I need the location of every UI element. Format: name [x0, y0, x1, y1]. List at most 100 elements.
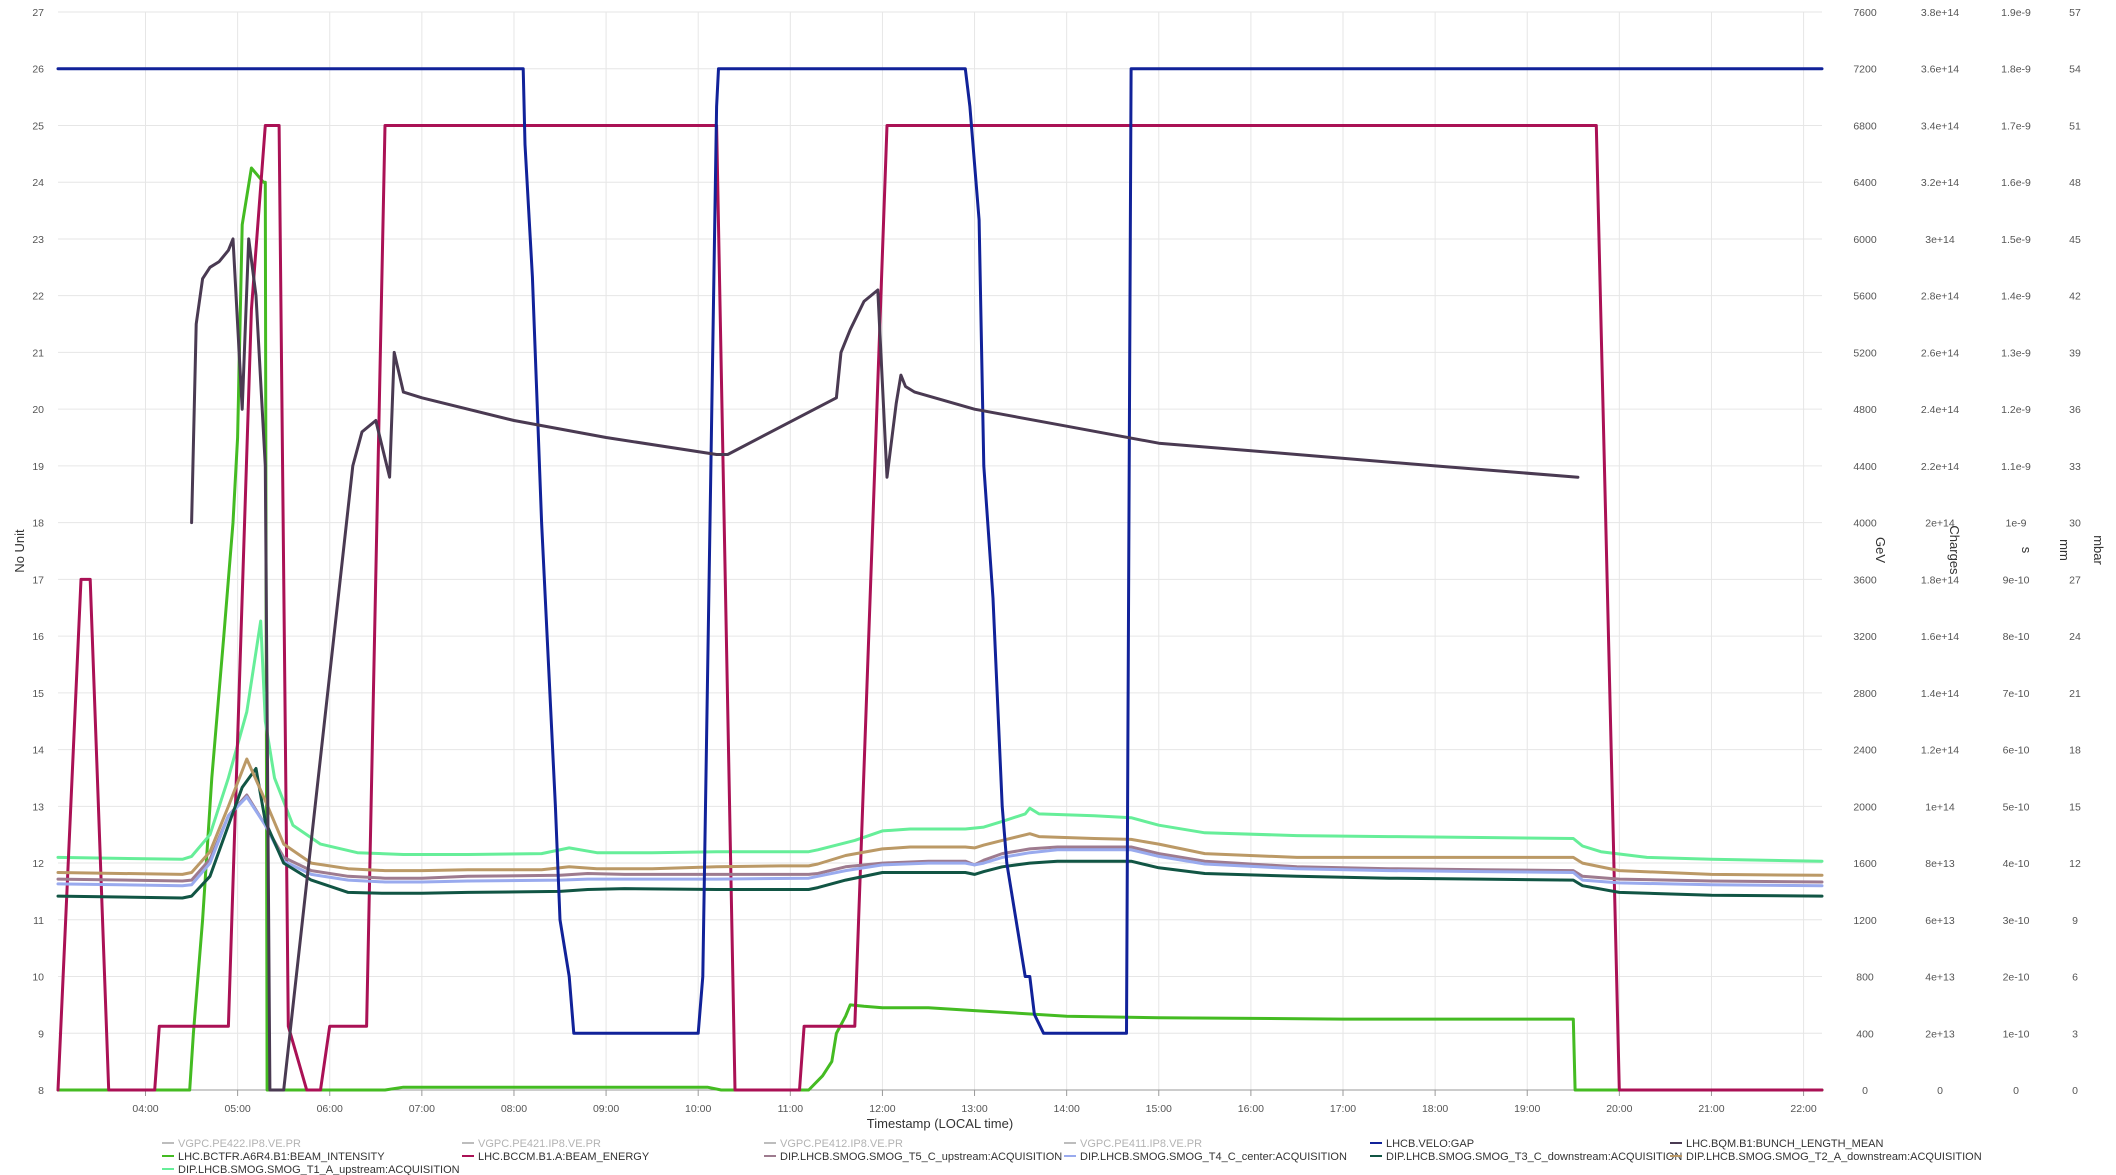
y-tick-label-left: 27	[32, 7, 44, 19]
y-tick-label-s: 1.1e-9	[2001, 461, 2031, 473]
y-tick-label-s: 1e-9	[2005, 518, 2026, 530]
legend-entry: LHCB.VELO:GAP	[1386, 1138, 1474, 1150]
series-line	[56, 124, 1824, 1092]
x-tick-label: 17:00	[1330, 1103, 1356, 1115]
y-tick-label-gev: 2800	[1853, 688, 1877, 700]
y-tick-label-gev: 800	[1856, 972, 1874, 984]
y-tick-label-gev: 4400	[1853, 461, 1877, 473]
y-tick-label-mm: 36	[2069, 404, 2081, 416]
x-tick-label: 21:00	[1698, 1103, 1724, 1115]
legend-entry: VGPC.PE422.IP8.VE.PR	[178, 1138, 301, 1150]
series-line	[56, 757, 1824, 877]
y-tick-label-mm: 18	[2069, 745, 2081, 757]
y-tick-label-charges: 3.2e+14	[1921, 177, 1959, 189]
x-tick-label: 22:00	[1790, 1103, 1816, 1115]
x-tick-label: 10:00	[685, 1103, 711, 1115]
x-tick-label: 13:00	[961, 1103, 987, 1115]
y-tick-label-gev: 0	[1862, 1085, 1868, 1097]
y-tick-label-charges: 3.6e+14	[1921, 64, 1959, 76]
y-tick-label-s: 1e-10	[2003, 1028, 2030, 1040]
x-axis-title: Timestamp (LOCAL time)	[867, 1116, 1013, 1131]
y-tick-label-charges: 3.4e+14	[1921, 120, 1959, 132]
y-tick-label-gev: 1600	[1853, 858, 1877, 870]
y-tick-label-s: 5e-10	[2003, 801, 2030, 813]
y-tick-label-left: 12	[32, 858, 44, 870]
y-tick-label-mm: 33	[2069, 461, 2081, 473]
y-tick-label-gev: 1200	[1853, 915, 1877, 927]
y-tick-label-s: 7e-10	[2003, 688, 2030, 700]
y-tick-label-mm: 6	[2072, 972, 2078, 984]
y-tick-label-left: 9	[38, 1028, 44, 1040]
legend: VGPC.PE422.IP8.VE.PR VGPC.PE421.IP8.VE.PR…	[162, 1138, 1982, 1175]
y-tick-label-s: 1.9e-9	[2001, 7, 2031, 19]
y-tick-label-mm: 39	[2069, 347, 2081, 359]
y-tick-label-charges: 1.2e+14	[1921, 745, 1959, 757]
y-tick-label-left: 26	[32, 64, 44, 76]
legend-entry: DIP.LHCB.SMOG.SMOG_T1_A_upstream:ACQUISI…	[178, 1164, 460, 1175]
y-tick-label-s: 9e-10	[2003, 574, 2030, 586]
y-tick-label-mm: 0	[2072, 1085, 2078, 1097]
y-axis-title-mm: mm	[2057, 539, 2072, 561]
y-tick-label-charges: 2e+13	[1925, 1028, 1955, 1040]
y-tick-label-mm: 21	[2069, 688, 2081, 700]
y-tick-label-gev: 6800	[1853, 120, 1877, 132]
y-tick-label-charges: 1.4e+14	[1921, 688, 1959, 700]
y-tick-label-left: 16	[32, 631, 44, 643]
y-tick-label-gev: 4000	[1853, 518, 1877, 530]
y-tick-label-s: 1.5e-9	[2001, 234, 2031, 246]
y-tick-label-s: 1.4e-9	[2001, 291, 2031, 303]
y-tick-label-charges: 2.6e+14	[1921, 347, 1959, 359]
legend-entry: DIP.LHCB.SMOG.SMOG_T3_C_downstream:ACQUI…	[1386, 1151, 1682, 1163]
x-tick-label: 08:00	[501, 1103, 527, 1115]
y-tick-label-charges: 4e+13	[1925, 972, 1955, 984]
y-tick-label-charges: 0	[1937, 1085, 1943, 1097]
x-tick-label: 16:00	[1238, 1103, 1264, 1115]
y-tick-label-gev: 5600	[1853, 291, 1877, 303]
y-tick-label-s: 1.7e-9	[2001, 120, 2031, 132]
y-axis-title-s: s	[2019, 547, 2034, 554]
legend-entry: VGPC.PE421.IP8.VE.PR	[478, 1138, 601, 1150]
y-tick-label-left: 21	[32, 347, 44, 359]
y-tick-label-left: 20	[32, 404, 44, 416]
y-axis-title-left: No Unit	[12, 529, 27, 573]
y-tick-label-gev: 6400	[1853, 177, 1877, 189]
x-tick-label: 11:00	[778, 1103, 804, 1115]
series-line	[56, 67, 1824, 1035]
x-tick-label: 15:00	[1146, 1103, 1172, 1115]
legend-entry: DIP.LHCB.SMOG.SMOG_T5_C_upstream:ACQUISI…	[780, 1151, 1062, 1163]
y-tick-label-s: 6e-10	[2003, 745, 2030, 757]
x-tick-label: 06:00	[317, 1103, 343, 1115]
y-tick-label-s: 0	[2013, 1085, 2019, 1097]
series-line	[56, 767, 1824, 900]
y-tick-label-left: 23	[32, 234, 44, 246]
y-tick-label-mm: 57	[2069, 7, 2081, 19]
y-tick-label-gev: 3600	[1853, 574, 1877, 586]
y-tick-label-left: 13	[32, 801, 44, 813]
y-tick-label-mm: 48	[2069, 177, 2081, 189]
y-tick-label-left: 14	[32, 745, 44, 757]
y-axis-title-gev: GeV	[1873, 537, 1888, 563]
y-tick-label-gev: 2000	[1853, 801, 1877, 813]
y-tick-label-gev: 4800	[1853, 404, 1877, 416]
y-tick-label-mm: 30	[2069, 518, 2081, 530]
y-tick-label-mm: 42	[2069, 291, 2081, 303]
x-tick-label: 18:00	[1422, 1103, 1448, 1115]
y-tick-label-charges: 6e+13	[1925, 915, 1955, 927]
y-tick-label-left: 17	[32, 574, 44, 586]
x-tick-label: 19:00	[1514, 1103, 1540, 1115]
y-tick-label-left: 19	[32, 461, 44, 473]
series-layer	[56, 67, 1824, 1092]
y-tick-label-charges: 1.6e+14	[1921, 631, 1959, 643]
x-tick-label: 05:00	[224, 1103, 250, 1115]
y-tick-label-gev: 2400	[1853, 745, 1877, 757]
legend-entry: LHC.BQM.B1:BUNCH_LENGTH_MEAN	[1686, 1138, 1883, 1150]
y-tick-label-charges: 2.8e+14	[1921, 291, 1959, 303]
y-tick-label-gev: 7600	[1853, 7, 1877, 19]
y-tick-label-s: 1.6e-9	[2001, 177, 2031, 189]
x-tick-label: 04:00	[132, 1103, 158, 1115]
y-tick-label-s: 4e-10	[2003, 858, 2030, 870]
y-axis-title-charges: Charges	[1947, 525, 1962, 575]
y-tick-label-charges: 2.2e+14	[1921, 461, 1959, 473]
legend-entry: VGPC.PE411.IP8.VE.PR	[1080, 1138, 1202, 1150]
